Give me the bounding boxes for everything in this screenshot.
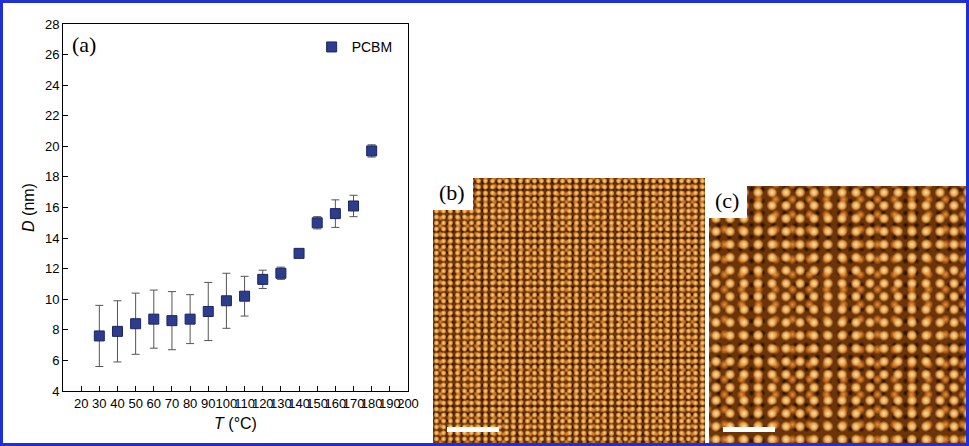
svg-text:24: 24	[45, 78, 59, 93]
svg-text:12: 12	[45, 261, 59, 276]
svg-text:26: 26	[45, 47, 59, 62]
svg-text:8: 8	[52, 322, 59, 337]
svg-text:50: 50	[128, 396, 142, 411]
svg-text:40: 40	[110, 396, 124, 411]
svg-text:20: 20	[45, 139, 59, 154]
svg-text:22: 22	[45, 108, 59, 123]
svg-text:170: 170	[343, 396, 365, 411]
svg-text:150: 150	[306, 396, 328, 411]
svg-text:70: 70	[165, 396, 179, 411]
svg-text:60: 60	[147, 396, 161, 411]
svg-text:18: 18	[45, 169, 59, 184]
svg-text:200: 200	[397, 396, 419, 411]
svg-text:6: 6	[52, 353, 59, 368]
svg-text:4: 4	[52, 384, 59, 399]
svg-text:130: 130	[270, 396, 292, 411]
svg-text:190: 190	[379, 396, 401, 411]
svg-text:D (nm): D (nm)	[20, 183, 37, 232]
svg-text:16: 16	[45, 200, 59, 215]
svg-text:140: 140	[288, 396, 310, 411]
svg-text:PCBM: PCBM	[352, 39, 392, 55]
svg-text:90: 90	[201, 396, 215, 411]
svg-text:28: 28	[45, 17, 59, 32]
svg-text:10: 10	[45, 292, 59, 307]
svg-text:160: 160	[325, 396, 347, 411]
svg-text:80: 80	[183, 396, 197, 411]
svg-text:180: 180	[361, 396, 383, 411]
svg-text:(a): (a)	[72, 32, 96, 57]
svg-text:100: 100	[216, 396, 238, 411]
html-text:(c): (c)	[715, 188, 740, 213]
svg-text:120: 120	[252, 396, 274, 411]
svg-text:110: 110	[234, 396, 255, 411]
svg-text:30: 30	[92, 396, 106, 411]
svg-text:20: 20	[74, 396, 88, 411]
svg-text:14: 14	[45, 231, 59, 246]
svg-text:T (°C): T (°C)	[214, 415, 257, 432]
html-text:(b): (b)	[439, 180, 465, 205]
